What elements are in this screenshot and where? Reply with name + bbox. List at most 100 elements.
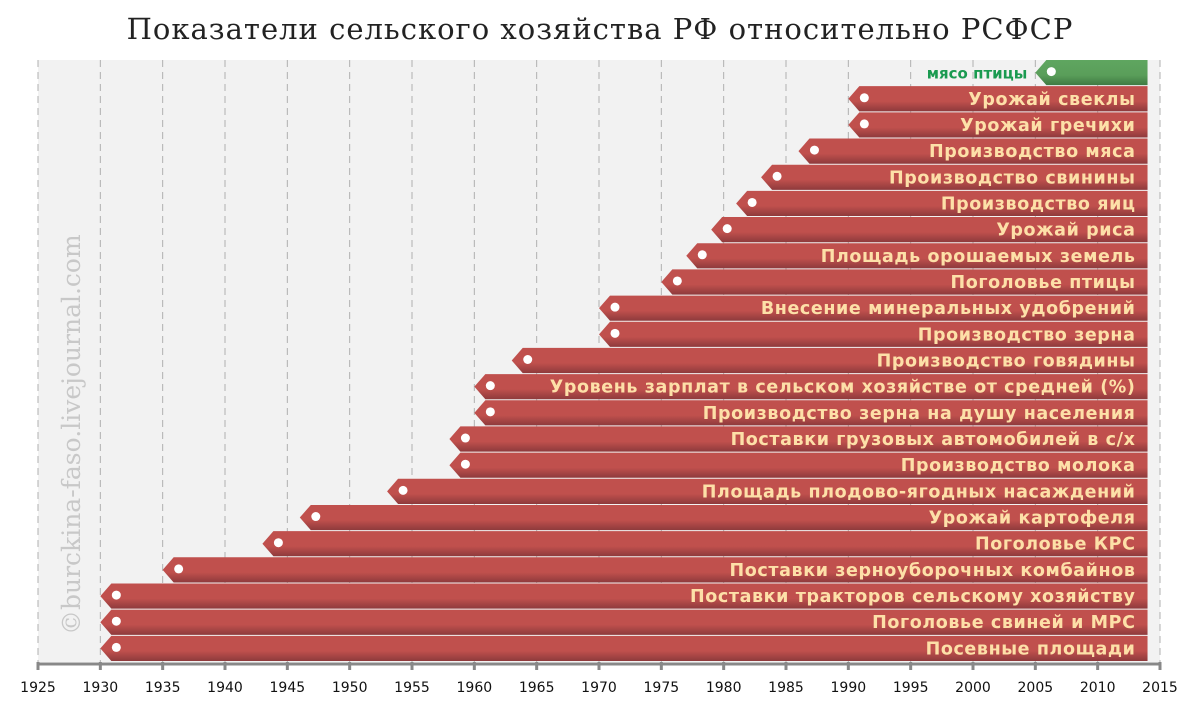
bar-start-dot [111,616,121,626]
chart-title: Показатели сельского хозяйства РФ относи… [126,12,1074,46]
bar-label: Поголовье КРС [975,535,1136,555]
bar-group: Урожай свеклы [848,86,1148,112]
bar-label: Уровень зарплат в сельском хозяйстве от … [550,378,1136,398]
bar-group: Производство молока [449,452,1148,478]
x-tick-label: 2015 [1142,680,1178,696]
bar-group: Поголовье свиней и МРС [100,609,1148,635]
bar-start-dot [747,197,757,207]
bar [474,374,1148,400]
bar-start-dot [610,302,620,312]
bar-start-dot [174,564,184,574]
bar-label: мясо птицы [927,65,1028,83]
bar [599,321,1148,347]
x-tick-label: 1990 [831,680,867,696]
bar-label: Поголовье свиней и МРС [872,613,1135,633]
bar [848,86,1148,112]
x-tick-label: 1955 [394,680,430,696]
bar-start-dot [485,381,495,391]
bar-label: Внесение минеральных удобрений [761,299,1136,319]
bar-group: Производство говядины [511,347,1148,374]
x-tick-label: 1925 [20,680,56,696]
bar [711,217,1148,243]
bar-label: Производство молока [901,456,1136,476]
x-tick-label: 1970 [581,680,617,696]
bar-group: Производство зерна на душу населения [474,400,1148,426]
x-tick-label: 1985 [768,680,804,696]
bar-start-dot [273,538,283,548]
bar-label: Урожай свеклы [968,90,1135,110]
bar [1035,60,1148,86]
bar-start-dot [485,407,495,417]
bar [848,112,1148,138]
bar-group: Поставки тракторов сельскому хозяйству [100,583,1148,609]
bar-label: Посевные площади [926,639,1136,659]
bar-group: Поголовье птицы [661,269,1148,295]
x-tick-label: 1945 [270,680,306,696]
bar-start-dot [111,642,121,652]
bar-start-dot [859,93,869,103]
bar-label: Урожай картофеля [929,509,1136,529]
x-tick-label: 1940 [207,680,243,696]
bar-label: Площадь плодово-ягодных насаждений [702,482,1136,502]
bar-start-dot [1046,67,1056,77]
x-tick-label: 1965 [519,680,555,696]
bar-label: Поголовье птицы [950,273,1135,293]
bar-group: Урожай картофеля [299,504,1148,531]
x-tick-label: 2000 [955,680,991,696]
bar [100,583,1148,609]
watermark: ©burckina-faso.livejournal.com [57,234,86,635]
x-tick-label: 2005 [1018,680,1054,696]
bar-start-dot [460,459,470,469]
bar-group: Уровень зарплат в сельском хозяйстве от … [474,374,1148,400]
bar-group: Производство свинины [761,164,1148,190]
bar-label: Производство свинины [889,168,1136,188]
bar-group: Поголовье КРС [262,531,1148,557]
bar-group: Поставки грузовых автомобилей в с/х [449,426,1148,452]
bar [736,190,1148,217]
bar-label: Производство мяса [929,142,1136,162]
bar-group: Поставки зерноуборочных комбайнов [162,557,1148,583]
bar-group: Урожай гречихи [848,112,1148,138]
x-tick-label: 1960 [457,680,493,696]
bar-start-dot [809,145,819,155]
bar-label: Площадь орошаемых земель [821,247,1136,267]
bar-start-dot [610,328,620,338]
bar-group: Площадь орошаемых земель [686,243,1148,269]
bar-start-dot [111,590,121,600]
bar-label: Поставки грузовых автомобилей в с/х [731,430,1136,450]
x-tick-label: 1930 [83,680,119,696]
x-tick-label: 1950 [332,680,368,696]
x-tick-label: 1935 [145,680,181,696]
bar-start-dot [460,433,470,443]
bar-start-dot [523,355,533,364]
bar [449,452,1148,478]
bar-label: Производство яиц [941,194,1136,214]
bar-group: Урожай риса [711,217,1148,243]
bar-group: Площадь плодово-ягодных насаждений [387,478,1148,504]
bar [100,609,1148,635]
bar-label: Поставки тракторов сельскому хозяйству [690,587,1136,607]
bar [387,478,1148,504]
bar-group: Посевные площади [100,635,1148,661]
x-tick-label: 1995 [893,680,929,696]
bar [599,295,1148,321]
bar [299,504,1148,531]
bar-start-dot [772,171,782,181]
bar-label: Производство говядины [877,352,1136,372]
x-tick-label: 1980 [706,680,742,696]
bar-start-dot [398,485,408,495]
bar-label: Урожай гречихи [960,116,1135,136]
bar [162,557,1148,583]
bar-start-dot [859,119,869,129]
bar [661,269,1148,295]
bar-label: Поставки зерноуборочных комбайнов [730,561,1136,581]
bar [761,164,1148,190]
bar [449,426,1148,452]
bar-start-dot [672,276,682,286]
bar-start-dot [311,512,321,522]
bar-label: Урожай риса [996,221,1135,241]
bar-start-dot [697,250,707,260]
bar [686,243,1148,269]
bar-group: Производство яиц [736,190,1148,217]
